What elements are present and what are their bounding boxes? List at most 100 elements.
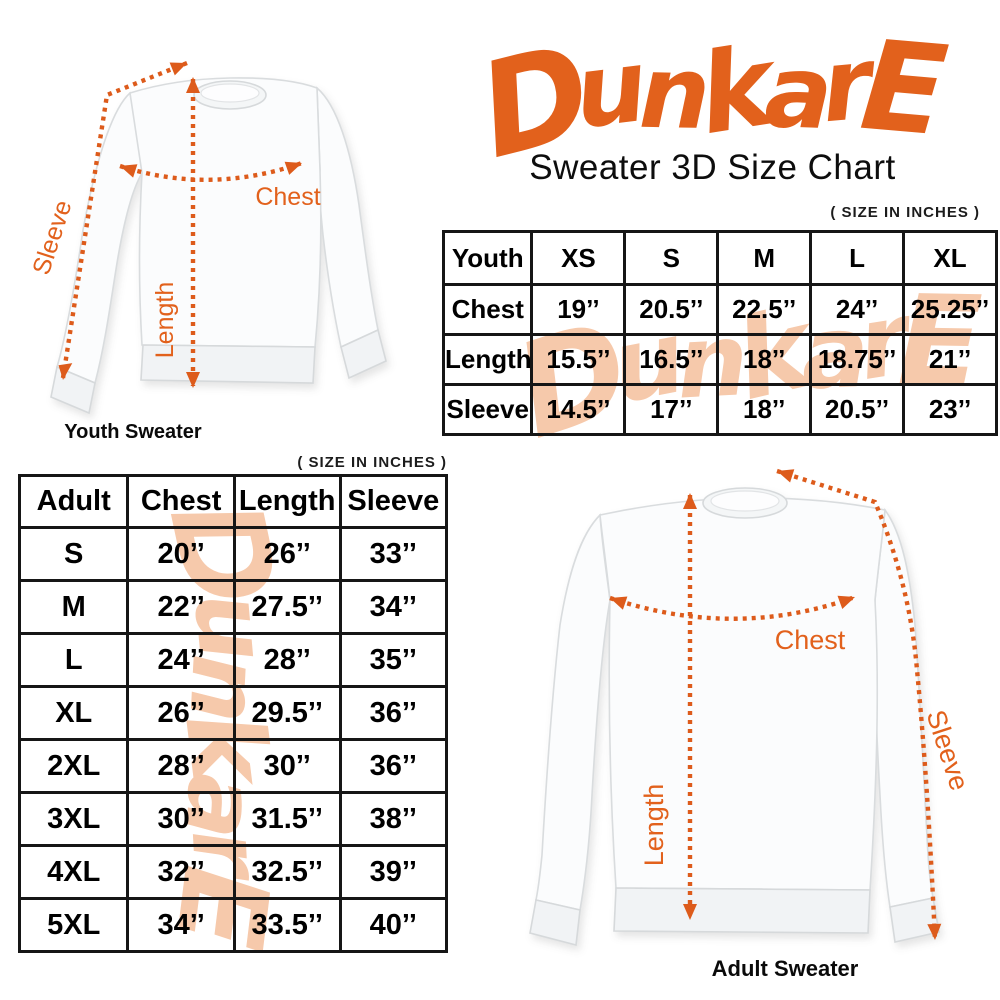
table-cell: 33’’ <box>338 526 449 582</box>
table-cell: 36’’ <box>338 738 449 794</box>
table-cell: 39’’ <box>338 844 449 900</box>
table-row: Adult Chest Length Sleeve <box>17 474 449 529</box>
table-cell: 18’’ <box>716 383 813 436</box>
table-row: 3XL 30’’ 31.5’’ 38’’ <box>17 791 449 847</box>
adult-sleeve-label: Sleeve <box>921 706 975 794</box>
table-cell: 5XL <box>17 897 130 953</box>
arrow-down-icon <box>927 923 942 940</box>
table-cell: Length <box>232 474 342 529</box>
table-cell: Length <box>441 333 534 386</box>
table-cell: Adult <box>17 474 130 529</box>
table-cell: L <box>809 230 906 286</box>
youth-length-label: Length <box>151 282 179 358</box>
adult-size-table: Adult Chest Length Sleeve S 20’’ 26’’ 33… <box>17 474 449 953</box>
table-cell: 32.5’’ <box>232 844 342 900</box>
table-cell: Sleeve <box>338 474 449 529</box>
table-cell: 4XL <box>17 844 130 900</box>
table-cell: 19’’ <box>530 283 627 336</box>
table-cell: 34’’ <box>126 897 236 953</box>
table-row: Length 15.5’’ 16.5’’ 18’’ 18.75’’ 21’’ <box>441 333 998 386</box>
table-row: 4XL 32’’ 32.5’’ 39’’ <box>17 844 449 900</box>
table-row: XL 26’’ 29.5’’ 36’’ <box>17 685 449 741</box>
table-cell: 29.5’’ <box>232 685 342 741</box>
table-cell: L <box>17 632 130 688</box>
youth-sweater-caption: Youth Sweater <box>64 421 202 443</box>
table-cell: 24’’ <box>126 632 236 688</box>
table-cell: 20.5’’ <box>809 383 906 436</box>
table-cell: Youth <box>441 230 534 286</box>
table-row: L 24’’ 28’’ 35’’ <box>17 632 449 688</box>
table-cell: 3XL <box>17 791 130 847</box>
adult-sweater-illustration: Chest Length Sleeve <box>529 468 975 947</box>
table-cell: 40’’ <box>338 897 449 953</box>
table-cell: S <box>623 230 720 286</box>
table-cell: 27.5’’ <box>232 579 342 635</box>
table-cell: 32’’ <box>126 844 236 900</box>
table-cell: 28’’ <box>126 738 236 794</box>
youth-sleeve-label: Sleeve <box>27 197 77 278</box>
arrow-up-icon <box>186 77 200 93</box>
table-cell: XL <box>902 230 998 286</box>
arrow-up-icon <box>683 493 697 509</box>
arrow-right-icon <box>837 595 855 609</box>
adult-sweater-caption: Adult Sweater <box>711 956 859 981</box>
arrow-right-icon <box>284 161 302 175</box>
arrow-down-icon <box>58 363 73 380</box>
arrow-down-icon <box>186 372 200 388</box>
arrow-left-icon <box>120 164 138 178</box>
table-cell: 18.75’’ <box>809 333 906 386</box>
adult-sleeve-measure-line <box>776 468 938 941</box>
table-cell: 38’’ <box>338 791 449 847</box>
table-cell: Chest <box>126 474 236 529</box>
table-cell: 36’’ <box>338 685 449 741</box>
table-cell: 34’’ <box>338 579 449 635</box>
table-row: Chest 19’’ 20.5’’ 22.5’’ 24’’ 25.25’’ <box>441 283 998 336</box>
table-cell: 17’’ <box>623 383 720 436</box>
table-cell: 20’’ <box>126 526 236 582</box>
table-cell: 26’’ <box>126 685 236 741</box>
chart-subtitle: Sweater 3D Size Chart <box>529 148 896 187</box>
table-cell: Chest <box>441 283 534 336</box>
youth-sleeve-measure-line <box>60 60 188 379</box>
table-row: S 20’’ 26’’ 33’’ <box>17 526 449 582</box>
table-cell: 22.5’’ <box>716 283 813 336</box>
arrow-up-left-icon <box>777 469 795 483</box>
table-row: 5XL 34’’ 33.5’’ 40’’ <box>17 897 449 953</box>
table-cell: 22’’ <box>126 579 236 635</box>
table-cell: 21’’ <box>902 333 998 386</box>
table-cell: 30’’ <box>232 738 342 794</box>
table-cell: 16.5’’ <box>623 333 720 386</box>
youth-size-note: ( SIZE IN INCHES ) <box>830 204 980 221</box>
adult-sweater-drawing <box>529 487 940 947</box>
table-cell: 18’’ <box>716 333 813 386</box>
youth-size-table: Youth XS S M L XL Chest 19’’ 20.5’’ 22.5… <box>441 230 998 436</box>
table-cell: M <box>17 579 130 635</box>
adult-chest-measure-line <box>609 594 856 621</box>
adult-chest-label: Chest <box>775 625 846 655</box>
youth-sweater-drawing <box>50 77 387 415</box>
table-cell: 24’’ <box>809 283 906 336</box>
table-cell: 14.5’’ <box>530 383 627 436</box>
table-row: M 22’’ 27.5’’ 34’’ <box>17 579 449 635</box>
table-cell: 25.25’’ <box>902 283 998 336</box>
table-row: Sleeve 14.5’’ 17’’ 18’’ 20.5’’ 23’’ <box>441 383 998 436</box>
table-cell: S <box>17 526 130 582</box>
youth-chest-label: Chest <box>255 183 320 211</box>
youth-sweater-illustration: Sleeve Length Chest <box>27 60 387 415</box>
arrow-down-icon <box>683 904 697 920</box>
table-row: Youth XS S M L XL <box>441 230 998 286</box>
table-cell: XS <box>530 230 627 286</box>
table-cell: 23’’ <box>902 383 998 436</box>
table-cell: 30’’ <box>126 791 236 847</box>
table-cell: 2XL <box>17 738 130 794</box>
table-cell: 15.5’’ <box>530 333 627 386</box>
table-cell: 31.5’’ <box>232 791 342 847</box>
table-cell: 20.5’’ <box>623 283 720 336</box>
table-cell: Sleeve <box>441 383 534 436</box>
adult-size-note: ( SIZE IN INCHES ) <box>297 454 447 471</box>
youth-chest-measure-line <box>119 160 303 182</box>
adult-length-label: Length <box>639 784 669 867</box>
arrow-up-right-icon <box>169 62 187 76</box>
arrow-left-icon <box>610 596 628 610</box>
